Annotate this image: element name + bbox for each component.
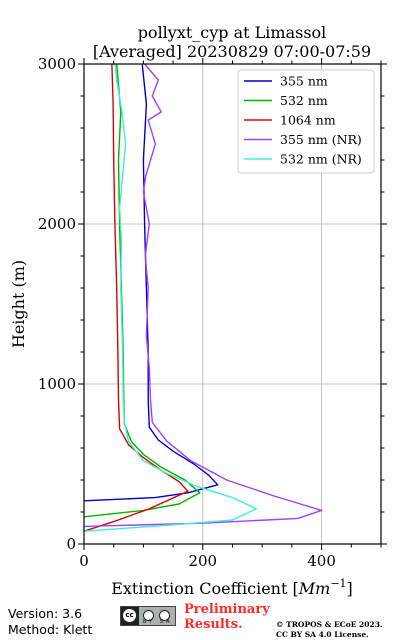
legend-label: 1064 nm [280,113,336,128]
cc-license-badge[interactable]: cc BY SA [120,606,176,626]
y-tick-label: 0 [66,535,76,553]
footer-info: Version: 3.6 Method: Klett [8,606,92,638]
x-axis-label-end: ] [347,579,353,598]
legend: 355 nm 532 nm 1064 nm 355 nm (NR) 532 nm (NR… [237,69,375,174]
sa-icon [159,610,170,621]
series-line [84,64,201,518]
legend-label: 532 nm [280,93,328,108]
x-axis-label-text: Extinction Coefficient [ [111,579,299,598]
x-axis-label-exponent: −1 [330,577,346,590]
legend-label: 532 nm (NR) [280,152,362,167]
axis-ticks: 0 200 400 0 1000 2000 3000 [38,55,387,570]
copyright-line2: CC BY SA 4.0 License. [276,630,369,639]
y-tick-label: 1000 [38,375,76,393]
y-axis-label: Height (m) [9,260,28,348]
x-tick-label: 200 [188,552,217,570]
cc-logo-block: cc [121,607,139,625]
preliminary-notice: Preliminary Results. [184,602,270,632]
series-line [84,64,257,532]
by-icon [143,610,154,621]
legend-label: 355 nm [280,74,328,89]
copyright-notice: © TROPOS & ECoE 2023. CC BY SA 4.0 Licen… [276,620,383,640]
legend-box [237,69,375,174]
y-tick-label: 2000 [38,215,76,233]
chart-title-line2: [Averaged] 20230829 07:00-07:59 [93,42,371,61]
x-tick-label: 400 [307,552,336,570]
x-axis-label: Extinction Coefficient [Mm−1] [111,577,353,598]
copyright-line1: © TROPOS & ECoE 2023. [276,620,383,629]
chart-title-line1: pollyxt_cyp at Limassol [138,23,327,42]
y-tick-label: 3000 [38,55,76,73]
series-lines [84,64,323,532]
version-text: Version: 3.6 [8,606,83,621]
legend-label: 355 nm (NR) [280,132,362,147]
method-text: Method: Klett [8,622,93,637]
cc-icon: cc [123,609,136,622]
cc-badge-text: BY SA [143,619,173,625]
preliminary-line1: Preliminary [184,602,270,617]
series-line [84,64,189,532]
series-line [84,64,323,528]
x-tick-label: 0 [79,552,89,570]
x-axis-label-unit: Mm [298,579,331,598]
preliminary-line2: Results. [184,617,243,632]
